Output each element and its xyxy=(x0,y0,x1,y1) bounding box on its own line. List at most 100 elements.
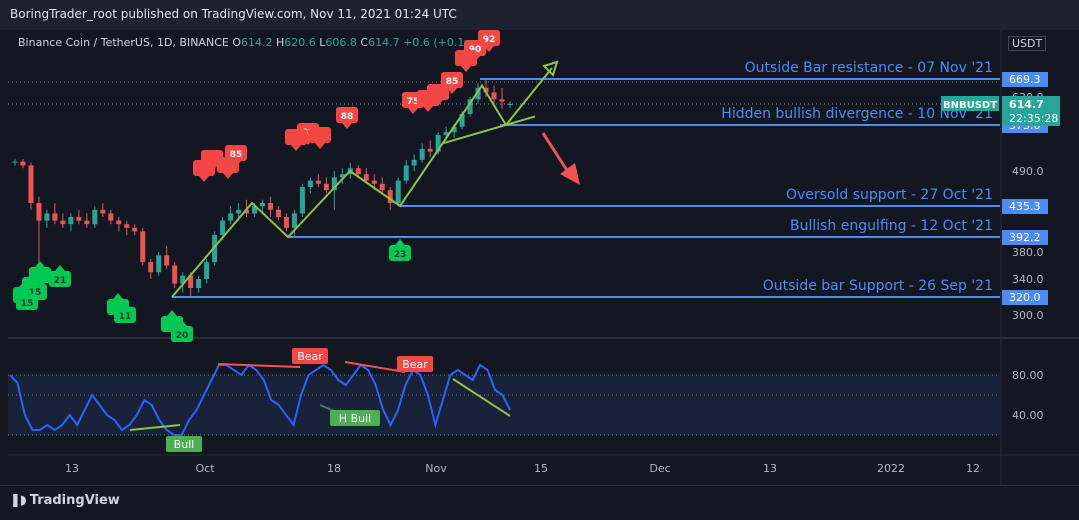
level-annotation: Oversold support - 27 Oct '21 xyxy=(786,187,993,203)
sell-signal-marker-stacked-pointer xyxy=(223,173,233,179)
candle-body xyxy=(371,180,377,184)
buy-signal-marker-body xyxy=(171,326,193,342)
rsi-bull-label-box xyxy=(166,436,202,452)
rsi-hidden-bull-label-box xyxy=(330,410,380,426)
rsi-line xyxy=(9,363,511,436)
rsi-bear-label: Bear xyxy=(297,350,323,363)
candle-body xyxy=(483,87,489,93)
high-value: 620.6 xyxy=(284,36,316,49)
last-price-tag xyxy=(1002,96,1060,126)
sell-signal-marker-stacked-body xyxy=(309,127,331,143)
candle-body xyxy=(244,209,250,214)
sell-signal-marker-stacked-pointer xyxy=(423,106,433,112)
sell-signal-marker-label: 85 xyxy=(230,150,243,160)
candle-body xyxy=(459,113,465,127)
candle-body xyxy=(140,231,146,263)
buy-signal-marker: 15 xyxy=(16,288,38,310)
sell-signal-marker-stacked xyxy=(217,157,239,179)
currency-badge[interactable]: USDT xyxy=(1008,36,1047,51)
change-value: +0.6 (+0.1 xyxy=(403,36,465,49)
candle-body xyxy=(315,180,321,184)
candle-body xyxy=(475,87,481,100)
symbol-tag xyxy=(941,96,999,111)
candle-body xyxy=(188,275,194,288)
price-tick-label: 340.0 xyxy=(1012,273,1044,286)
candle-body xyxy=(339,174,345,178)
pattern-zigzag xyxy=(171,83,507,298)
level-annotation: Outside Bar resistance - 07 Nov '21 xyxy=(745,60,993,76)
candle-body xyxy=(443,132,449,135)
candle-body xyxy=(499,99,505,102)
candle-body xyxy=(84,220,90,225)
sell-signal-marker-label: 92 xyxy=(483,35,496,45)
high-label: H xyxy=(276,36,285,49)
close-value: 614.7 xyxy=(368,36,400,49)
close-label: C xyxy=(360,36,369,49)
buy-signal-marker-stacked-pointer xyxy=(167,310,177,316)
candle-body xyxy=(299,186,305,214)
rsi-bull-label: Bull xyxy=(174,438,195,451)
candle-body xyxy=(236,209,242,214)
buy-signal-marker-label: 15 xyxy=(29,288,42,298)
candle-body xyxy=(283,217,289,228)
candle-body xyxy=(196,279,202,288)
sell-signal-marker-stacked-pointer xyxy=(291,145,301,151)
footer-bar xyxy=(0,485,1079,520)
sell-signal-marker: 88 xyxy=(336,107,358,129)
buy-signal-marker-label: 11 xyxy=(119,312,132,322)
low-value: 606.8 xyxy=(325,36,357,49)
bar-countdown: 22:35:28 xyxy=(1009,112,1058,125)
candle-body xyxy=(387,190,393,203)
level-price-label: 435.3 xyxy=(1009,200,1041,213)
candle-body xyxy=(44,213,50,221)
sell-signal-marker-label: 85 xyxy=(446,77,459,87)
candle-body xyxy=(467,99,473,114)
sell-signal-marker-stacked xyxy=(309,127,331,149)
sell-signal-marker-stacked xyxy=(193,160,215,182)
sell-signal-marker-stacked xyxy=(417,90,439,112)
tradingview-logo[interactable]: ❚◗ TradingView xyxy=(10,493,120,508)
price-tick-label: 300.0 xyxy=(1012,309,1044,322)
symbol-name: Binance Coin / TetherUS, 1D, BINANCE xyxy=(18,36,229,49)
time-tick-label: 15 xyxy=(534,462,548,475)
sell-signal-marker-stacked xyxy=(285,129,307,151)
buy-signal-marker-label: 23 xyxy=(394,250,407,260)
candle-body xyxy=(411,159,417,166)
brand-name: TradingView xyxy=(29,493,120,508)
time-tick-label: 12 xyxy=(966,462,980,475)
level-annotation: Hidden bullish divergence - 10 Nov '21 xyxy=(721,106,993,122)
candle-body xyxy=(204,262,210,279)
level-price-tag xyxy=(1002,290,1048,305)
candle-body xyxy=(92,209,98,225)
buy-signal-marker: 21 xyxy=(49,265,71,287)
sell-signal-marker-label: 82 xyxy=(302,128,315,138)
sell-signal-marker-pointer xyxy=(408,108,418,114)
rsi-tick-label: 80.00 xyxy=(1012,369,1044,382)
symbol-tag-label: BNBUSDT xyxy=(943,100,997,111)
time-tick-label: 13 xyxy=(65,462,79,475)
tradingview-logo-icon: ❚◗ xyxy=(10,493,27,508)
candle-body xyxy=(156,255,162,273)
buy-signal-marker-pointer xyxy=(395,239,405,245)
candle-body xyxy=(220,220,226,235)
rsi-band xyxy=(8,375,1000,435)
sell-signal-marker-pointer xyxy=(447,88,457,94)
buy-signal-marker-body xyxy=(16,294,38,310)
candle-body xyxy=(52,213,58,221)
rsi-bear-divergence-line xyxy=(217,363,301,368)
open-value: 614.2 xyxy=(241,36,273,49)
rsi-bear-label: Bear xyxy=(402,358,428,371)
candle-body xyxy=(60,220,66,225)
buy-signal-marker-pointer xyxy=(177,320,187,326)
buy-signal-marker: 11 xyxy=(114,301,136,323)
low-label: L xyxy=(319,36,326,49)
time-tick-label: Nov xyxy=(425,462,447,475)
candle-body xyxy=(20,161,26,166)
rsi-tick-label: 40.00 xyxy=(1012,409,1044,422)
projection-arrow-head xyxy=(542,60,559,77)
rsi-bear-label-box xyxy=(397,356,433,372)
buy-signal-marker-stacked-pointer xyxy=(28,271,38,277)
time-tick-label: 13 xyxy=(763,462,777,475)
candle-body xyxy=(28,165,34,203)
